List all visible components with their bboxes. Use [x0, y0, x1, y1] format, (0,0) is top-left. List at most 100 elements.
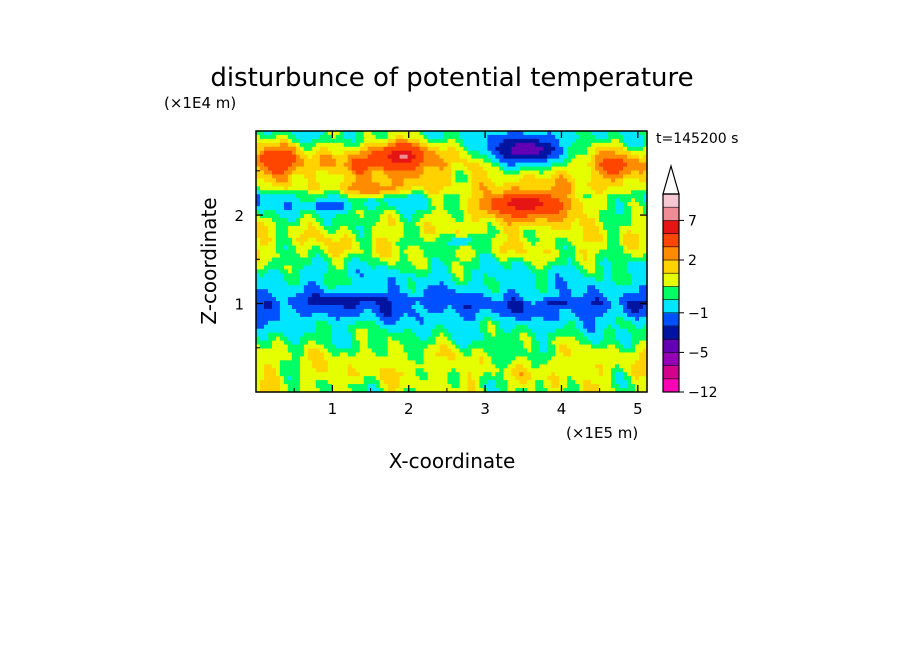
field-cell — [291, 221, 297, 227]
field-cell — [643, 265, 648, 270]
field-cell — [299, 301, 305, 306]
field-cell — [571, 265, 576, 270]
field-cell — [411, 265, 417, 270]
field-cell — [495, 293, 500, 298]
field-cell — [479, 293, 485, 298]
field-cell — [499, 218, 504, 223]
field-cell — [335, 273, 341, 278]
field-cell — [431, 178, 437, 183]
field-cell — [383, 285, 389, 290]
field-cell — [415, 265, 421, 270]
field-cell — [531, 190, 536, 195]
field-cell — [407, 202, 413, 207]
field-cell — [627, 138, 632, 144]
field-cell — [387, 166, 393, 172]
field-cell — [399, 150, 405, 156]
field-cell — [551, 174, 556, 180]
field-cell — [563, 269, 568, 274]
field-cell — [359, 237, 365, 243]
field-cell — [415, 210, 421, 215]
field-cell — [403, 214, 409, 219]
field-cell — [427, 281, 433, 286]
field-cell — [531, 328, 536, 334]
field-cell — [467, 154, 473, 160]
field-cell — [579, 301, 584, 306]
field-cell — [543, 150, 548, 156]
field-cell — [403, 142, 409, 148]
field-cell — [287, 237, 293, 243]
field-cell — [275, 320, 281, 326]
field-cell — [491, 261, 496, 267]
field-cell — [643, 158, 648, 164]
field-cell — [607, 198, 612, 203]
field-cell — [643, 289, 648, 294]
field-cell — [435, 312, 441, 318]
field-cell — [635, 297, 640, 302]
field-cell — [307, 138, 313, 144]
field-cell — [611, 265, 616, 270]
field-cell — [391, 269, 397, 274]
field-cell — [591, 174, 596, 180]
field-cell — [635, 253, 640, 259]
field-cell — [615, 324, 620, 330]
field-cell — [643, 174, 648, 180]
field-cell — [259, 202, 265, 207]
field-cell — [359, 324, 365, 330]
field-cell — [523, 241, 528, 247]
field-cell — [311, 174, 317, 180]
field-cell — [271, 221, 277, 227]
field-cell — [495, 297, 500, 302]
field-cell — [459, 221, 465, 227]
field-cell — [551, 233, 556, 239]
field-cell — [256, 218, 261, 223]
field-cell — [547, 138, 552, 144]
field-cell — [527, 253, 532, 259]
field-cell — [531, 146, 536, 152]
field-cell — [271, 320, 277, 326]
field-cell — [515, 150, 520, 156]
field-cell — [559, 320, 564, 326]
field-cell — [439, 154, 445, 160]
field-cell — [371, 293, 377, 298]
field-cell — [483, 312, 489, 318]
field-cell — [563, 134, 568, 140]
field-cell — [603, 257, 608, 263]
field-cell — [311, 134, 317, 140]
field-cell — [331, 131, 337, 136]
field-cell — [611, 210, 616, 215]
field-cell — [291, 210, 297, 215]
field-cell — [287, 328, 293, 334]
field-cell — [256, 297, 261, 302]
field-cell — [615, 277, 620, 282]
field-cell — [439, 178, 445, 183]
field-cell — [343, 328, 349, 334]
field-cell — [455, 146, 461, 152]
field-cell — [323, 138, 329, 144]
field-cell — [495, 305, 500, 310]
field-cell — [351, 186, 357, 191]
field-cell — [283, 138, 289, 144]
field-cell — [347, 131, 353, 136]
field-cell — [407, 150, 413, 156]
field-cell — [271, 241, 277, 247]
field-cell — [335, 182, 341, 187]
field-cell — [511, 229, 516, 235]
field-cell — [615, 162, 620, 168]
field-cell — [415, 146, 421, 152]
field-cell — [487, 324, 492, 330]
field-cell — [443, 229, 449, 235]
field-cell — [639, 289, 644, 294]
field-cell — [479, 257, 485, 263]
field-cell — [615, 206, 620, 211]
field-cell — [595, 138, 600, 144]
field-cell — [435, 297, 441, 302]
field-cell — [295, 146, 301, 152]
field-cell — [335, 150, 341, 156]
field-cell — [283, 261, 289, 267]
field-cell — [427, 324, 433, 330]
field-cell — [395, 229, 401, 235]
field-cell — [275, 265, 281, 270]
field-cell — [263, 186, 269, 191]
field-cell — [339, 142, 345, 148]
field-cell — [639, 206, 644, 211]
